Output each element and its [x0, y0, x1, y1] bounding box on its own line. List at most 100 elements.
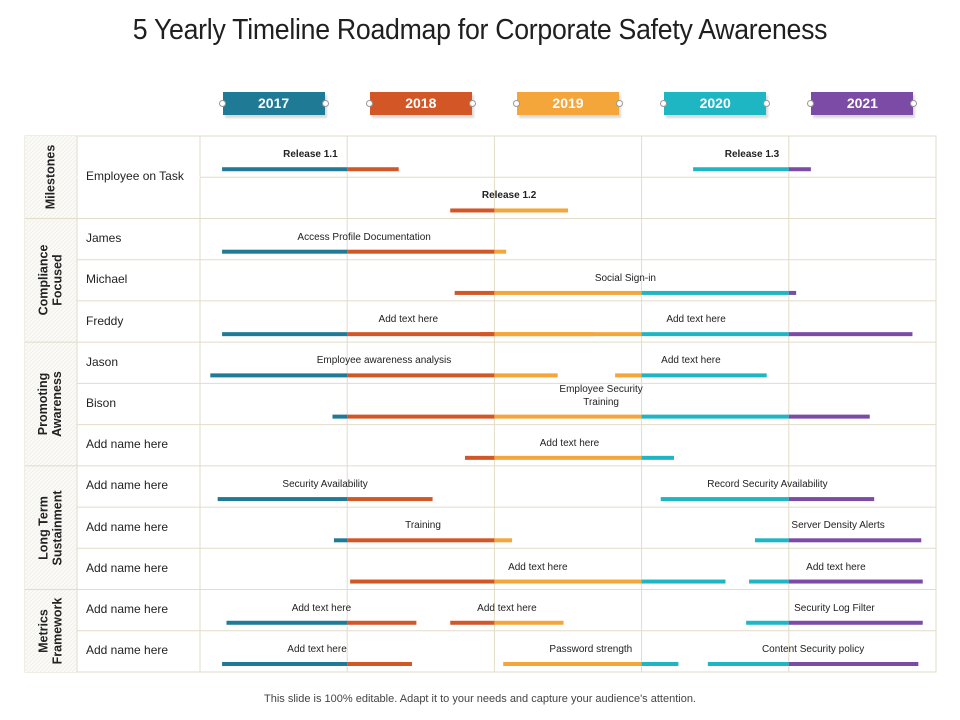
- connector-dot-icon: [660, 100, 668, 107]
- bar-segment-2019: [615, 373, 642, 378]
- connector-dot-icon: [513, 100, 520, 107]
- bar-segment-2018: [350, 579, 495, 584]
- row-label: Michael: [86, 272, 128, 287]
- bar-segment-2020: [754, 538, 789, 543]
- year-tab-2020: 2020: [660, 92, 771, 115]
- bar-segment-2020: [641, 455, 674, 460]
- bar-segment-2020: [693, 167, 789, 172]
- year-label: 2021: [846, 95, 878, 111]
- year-label: 2019: [552, 95, 584, 111]
- bar-label: Record Security Availability: [707, 479, 828, 491]
- bar-label: Add text here: [287, 644, 347, 655]
- bar-segment-2019: [494, 579, 642, 584]
- group-label-text: Long Term Sustainment: [36, 490, 65, 566]
- bar-segment-2018: [347, 414, 495, 419]
- year-tab-2019: 2019: [513, 92, 623, 115]
- timeline-bar: [332, 414, 870, 419]
- bar-segment-2017: [222, 249, 348, 254]
- bar-segment-2020: [641, 290, 789, 295]
- timeline-bar: [479, 332, 913, 337]
- timeline-bar: [217, 497, 433, 502]
- bar-segment-2019: [494, 332, 642, 337]
- bar-label: Server Density Alerts: [791, 520, 885, 532]
- bar-segment-2018: [347, 538, 495, 543]
- bar-segment-2019: [494, 373, 558, 378]
- row-label: Add name here: [86, 437, 169, 452]
- row-label: Jason: [86, 354, 119, 369]
- group-label-text: Metrics Framework: [36, 597, 65, 665]
- year-tab-2018: 2018: [365, 92, 476, 115]
- bar-segment-2019: [494, 620, 564, 625]
- bar-segment-2019: [494, 455, 642, 460]
- bar-segment-2018: [454, 290, 495, 295]
- bar-label: Password strength: [549, 644, 633, 655]
- bar-segment-2020: [746, 620, 789, 625]
- bar-label: Training: [405, 520, 441, 532]
- bar-segment-2017: [226, 620, 348, 625]
- group-label-text: Milestones: [43, 144, 58, 210]
- bar-label: Release 1.3: [724, 149, 780, 161]
- bar-segment-2021: [788, 332, 913, 337]
- bar-segment-2017: [333, 538, 348, 543]
- bar-segment-2019: [494, 290, 642, 295]
- connector-dot-icon: [616, 100, 623, 107]
- connector-dot-icon: [807, 100, 815, 107]
- footer-note: This slide is 100% editable. Adapt it to…: [264, 693, 696, 705]
- bar-segment-2019: [494, 249, 507, 254]
- connector-dot-icon: [365, 100, 373, 107]
- bar-segment-2020: [641, 662, 679, 666]
- bar-segment-2017: [332, 414, 348, 419]
- bar-label: Add text here: [539, 437, 600, 449]
- bar-segment-2018: [479, 332, 495, 337]
- bar-segment-2018: [347, 167, 399, 172]
- timeline-bar: [450, 208, 568, 213]
- group-label: Metrics Framework: [26, 590, 74, 672]
- bar-segment-2018: [347, 497, 433, 502]
- bar-segment-2020: [641, 414, 789, 419]
- bar-label: Release 1.2: [481, 190, 537, 202]
- row-label: Add name here: [86, 602, 169, 617]
- bar-label: Add text here: [291, 602, 352, 614]
- bar-segment-2020: [660, 497, 789, 502]
- group-label: Promoting Awareness: [26, 342, 74, 466]
- row-label: Add name here: [86, 560, 169, 575]
- timeline-bar: [693, 167, 811, 172]
- timeline-bar: [754, 538, 922, 543]
- timeline-bar: [350, 579, 726, 584]
- bar-segment-2021: [788, 620, 923, 625]
- timeline-bar: [615, 373, 767, 378]
- bar-segment-2017: [222, 332, 348, 337]
- bar-segment-2021: [788, 290, 797, 295]
- bar-label: Access Profile Documentation: [297, 231, 431, 243]
- timeline-bar: [450, 620, 564, 625]
- bar-segment-2019: [494, 538, 513, 543]
- bar-segment-2020: [707, 662, 789, 666]
- timeline-bar: [660, 497, 875, 502]
- bar-segment-2017: [217, 497, 348, 502]
- group-label: Milestones: [26, 136, 74, 218]
- bar-label: Employee Security Training: [559, 383, 643, 408]
- row-label: James: [86, 231, 122, 246]
- timeline-bar: [210, 373, 558, 378]
- bar-segment-2017: [222, 662, 348, 666]
- bar-segment-2019: [503, 662, 642, 666]
- bar-segment-2021: [788, 414, 870, 419]
- row-label: Add name here: [86, 519, 169, 534]
- connector-dot-icon: [910, 100, 918, 107]
- bar-segment-2019: [494, 414, 642, 419]
- bar-segment-2018: [450, 620, 495, 625]
- bar-label: Social Sign-in: [594, 272, 656, 284]
- bar-segment-2018: [347, 373, 495, 378]
- row-label: Add name here: [86, 643, 169, 658]
- bar-segment-2021: [788, 497, 875, 502]
- bar-segment-2018: [464, 455, 495, 460]
- bar-segment-2018: [347, 620, 417, 625]
- bar-segment-2020: [641, 579, 726, 584]
- group-column: [25, 136, 77, 672]
- timeline-bar: [503, 662, 679, 666]
- timeline-bar: [746, 620, 923, 625]
- bar-label: Employee awareness analysis: [316, 355, 452, 367]
- bar-label: Content Security policy: [761, 644, 865, 655]
- bar-label: Add text here: [806, 561, 866, 573]
